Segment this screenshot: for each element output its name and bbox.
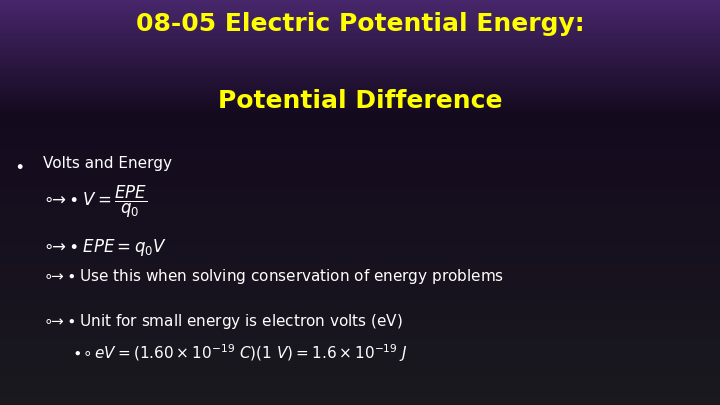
Text: $\circ\!\!\rightarrow\!\bullet EPE = q_0 V$: $\circ\!\!\rightarrow\!\bullet EPE = q_0… xyxy=(43,237,167,258)
Text: $\circ\!\!\rightarrow\!\bullet$Unit for small energy is electron volts (eV): $\circ\!\!\rightarrow\!\bullet$Unit for … xyxy=(43,312,403,331)
Text: $\circ\!\!\rightarrow\!\bullet$Use this when solving conservation of energy prob: $\circ\!\!\rightarrow\!\bullet$Use this … xyxy=(43,267,505,286)
Text: $\circ\!\!\rightarrow\!\bullet V = \dfrac{EPE}{q_0}$: $\circ\!\!\rightarrow\!\bullet V = \dfra… xyxy=(43,184,148,220)
Text: $\bullet\!\circ eV = (1.60 \times 10^{-19}\ C)(1\ V) = 1.6 \times 10^{-19}\ J$: $\bullet\!\circ eV = (1.60 \times 10^{-1… xyxy=(72,342,408,364)
Text: $\bullet$: $\bullet$ xyxy=(14,156,24,174)
Text: Potential Difference: Potential Difference xyxy=(217,89,503,113)
Text: 08-05 Electric Potential Energy:: 08-05 Electric Potential Energy: xyxy=(135,12,585,36)
Text: Volts and Energy: Volts and Energy xyxy=(43,156,172,171)
